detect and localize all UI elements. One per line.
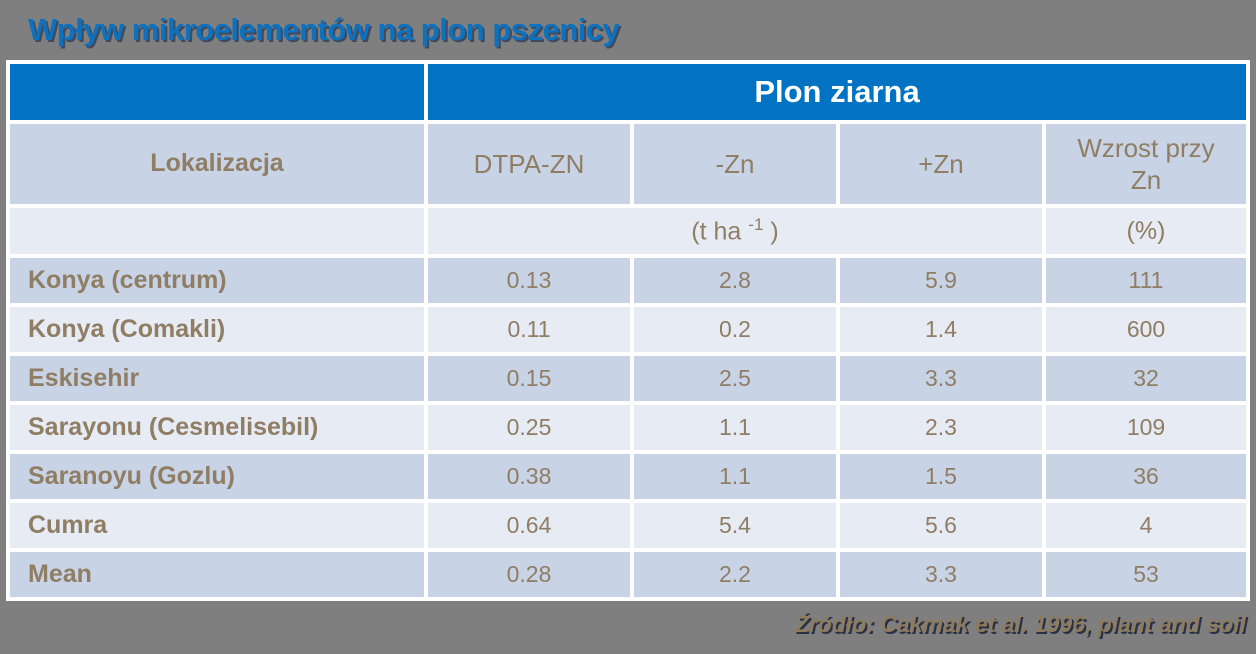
data-cell: 111 bbox=[1046, 258, 1246, 303]
data-cell: 3.3 bbox=[840, 552, 1042, 597]
units-spacer-cell bbox=[10, 208, 424, 254]
table-row: Konya (centrum) 0.13 2.8 5.9 111 bbox=[10, 258, 1246, 303]
column-header-lokalizacja: Lokalizacja bbox=[10, 124, 424, 204]
data-cell: 2.3 bbox=[840, 405, 1042, 450]
data-cell: 5.9 bbox=[840, 258, 1042, 303]
data-cell: 36 bbox=[1046, 454, 1246, 499]
data-cell: 2.5 bbox=[634, 356, 836, 401]
data-cell: 53 bbox=[1046, 552, 1246, 597]
data-cell: 4 bbox=[1046, 503, 1246, 548]
column-header-dtpa-zn: DTPA-ZN bbox=[428, 124, 630, 204]
group-header-spacer-cell bbox=[10, 64, 424, 120]
row-label-cell: Konya (centrum) bbox=[10, 258, 424, 303]
units-percent-cell: (%) bbox=[1046, 208, 1246, 254]
data-cell: 1.1 bbox=[634, 405, 836, 450]
data-cell: 0.25 bbox=[428, 405, 630, 450]
data-cell: 5.4 bbox=[634, 503, 836, 548]
row-label-cell: Cumra bbox=[10, 503, 424, 548]
units-t-ha-prefix: (t ha bbox=[691, 217, 749, 246]
column-header-minus-zn: -Zn bbox=[634, 124, 836, 204]
data-cell: 2.2 bbox=[634, 552, 836, 597]
table-row: Saranoyu (Gozlu) 0.38 1.1 1.5 36 bbox=[10, 454, 1246, 499]
table-group-header-row: Plon ziarna bbox=[10, 64, 1246, 120]
yield-table: Plon ziarna Lokalizacja DTPA-ZN -Zn +Zn … bbox=[6, 60, 1250, 601]
table-row: Eskisehir 0.15 2.5 3.3 32 bbox=[10, 356, 1246, 401]
units-t-ha-superscript: -1 bbox=[748, 215, 764, 235]
units-t-ha-cell: (t ha -1 ) bbox=[428, 208, 1042, 254]
data-cell: 600 bbox=[1046, 307, 1246, 352]
page-title: Wpływ mikroelementów na plon pszenicy bbox=[28, 12, 620, 47]
table-row: Cumra 0.64 5.4 5.6 4 bbox=[10, 503, 1246, 548]
data-cell: 2.8 bbox=[634, 258, 836, 303]
table-row: Mean 0.28 2.2 3.3 53 bbox=[10, 552, 1246, 597]
data-cell: 1.1 bbox=[634, 454, 836, 499]
column-header-wzrost-text: Wzrost przy Zn bbox=[1077, 132, 1215, 196]
data-cell: 0.13 bbox=[428, 258, 630, 303]
table-row: Konya (Comakli) 0.11 0.2 1.4 600 bbox=[10, 307, 1246, 352]
data-cell: 0.15 bbox=[428, 356, 630, 401]
table-column-header-row: Lokalizacja DTPA-ZN -Zn +Zn Wzrost przy … bbox=[10, 124, 1246, 204]
data-cell: 1.5 bbox=[840, 454, 1042, 499]
data-cell: 0.38 bbox=[428, 454, 630, 499]
data-cell: 109 bbox=[1046, 405, 1246, 450]
column-header-plus-zn: +Zn bbox=[840, 124, 1042, 204]
data-cell: 0.64 bbox=[428, 503, 630, 548]
data-cell: 32 bbox=[1046, 356, 1246, 401]
group-header-plon-ziarna: Plon ziarna bbox=[428, 64, 1246, 120]
table-units-row: (t ha -1 ) (%) bbox=[10, 208, 1246, 254]
table-row: Sarayonu (Cesmelisebil) 0.25 1.1 2.3 109 bbox=[10, 405, 1246, 450]
source-citation: Źródło: Cakmak et al. 1996, plant and so… bbox=[794, 611, 1246, 637]
data-cell: 3.3 bbox=[840, 356, 1042, 401]
data-cell: 0.11 bbox=[428, 307, 630, 352]
row-label-cell: Saranoyu (Gozlu) bbox=[10, 454, 424, 499]
row-label-cell: Eskisehir bbox=[10, 356, 424, 401]
units-t-ha-suffix: ) bbox=[763, 217, 779, 246]
data-cell: 5.6 bbox=[840, 503, 1042, 548]
data-cell: 0.2 bbox=[634, 307, 836, 352]
data-cell: 1.4 bbox=[840, 307, 1042, 352]
row-label-cell: Sarayonu (Cesmelisebil) bbox=[10, 405, 424, 450]
column-header-wzrost-przy-zn: Wzrost przy Zn bbox=[1046, 124, 1246, 204]
row-label-cell: Mean bbox=[10, 552, 424, 597]
data-cell: 0.28 bbox=[428, 552, 630, 597]
row-label-cell: Konya (Comakli) bbox=[10, 307, 424, 352]
